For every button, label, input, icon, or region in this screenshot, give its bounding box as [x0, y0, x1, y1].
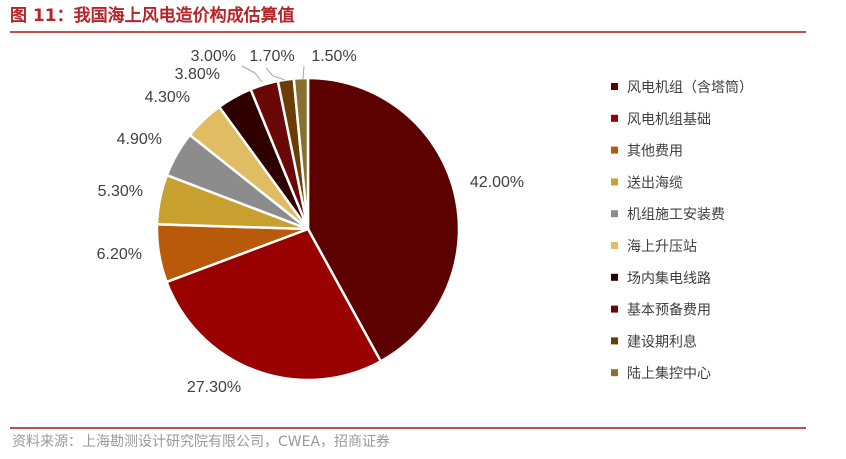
slice-label-6: 4.30% [145, 89, 190, 106]
legend: 风电机组（含塔筒） 风电机组基础其他费用送出海缆机组施工安装费海上升压站场内集电线… [611, 79, 753, 382]
slice-2 [165, 227, 382, 382]
pie-slices [155, 76, 461, 382]
legend-label-3: 其他费用 [627, 144, 683, 160]
slice-1 [306, 76, 461, 363]
slice-label-8: 3.00% [191, 48, 236, 65]
legend-swatch-6 [611, 242, 618, 249]
legend-label-8: 基本预备费用 [627, 302, 711, 319]
slice-label-10: 1.50% [311, 48, 356, 65]
legend-label-10: 陆上集控中心 [627, 365, 711, 382]
legend-swatch-4 [611, 178, 618, 186]
leader-line-10 [302, 65, 305, 80]
leader-line-9 [265, 67, 286, 81]
legend-swatch-1 [611, 83, 618, 90]
legend-swatch-3 [611, 146, 618, 154]
slice-label-2: 27.30% [187, 379, 241, 396]
slice-label-5: 4.90% [117, 131, 162, 148]
leader-lines [241, 65, 305, 83]
slice-label-1: 42.00% [470, 174, 524, 191]
legend-swatch-10 [611, 369, 618, 377]
chart-title: 图 11：我国海上风电造价构成估算值 [10, 6, 295, 26]
legend-swatch-9 [611, 337, 618, 345]
legend-label-7: 场内集电线路 [627, 270, 711, 287]
legend-label-2: 风电机组基础 [627, 111, 711, 128]
slice-labels: 42.00% 27.30% 6.20% 5.30% 4.90% 4.30% 3.80%3.0… [97, 48, 525, 396]
legend-swatch-5 [611, 210, 618, 218]
leader-line-8 [241, 65, 263, 83]
legend-swatch-7 [611, 273, 618, 281]
source-note: 资料来源：上海勘测设计研究院有限公司，CWEA，招商证券 [12, 434, 391, 450]
slice-label-7: 3.80% [175, 66, 220, 83]
source-divider [10, 427, 806, 429]
legend-label-4: 送出海缆 [627, 175, 683, 191]
legend-label-6: 海上升压站 [627, 239, 697, 255]
slice-10 [292, 76, 310, 231]
legend-swatch-2 [611, 114, 618, 122]
slice-label-3: 6.20% [97, 246, 142, 263]
title-divider [10, 31, 806, 33]
legend-swatch-8 [611, 305, 618, 313]
slice-label-4: 5.30% [98, 183, 143, 200]
legend-label-1: 风电机组（含塔筒） [627, 79, 753, 96]
legend-label-9: 建设期利息 [627, 333, 697, 350]
slice-label-9: 1.70% [249, 48, 294, 65]
legend-label-5: 机组施工安装费 [627, 207, 725, 223]
